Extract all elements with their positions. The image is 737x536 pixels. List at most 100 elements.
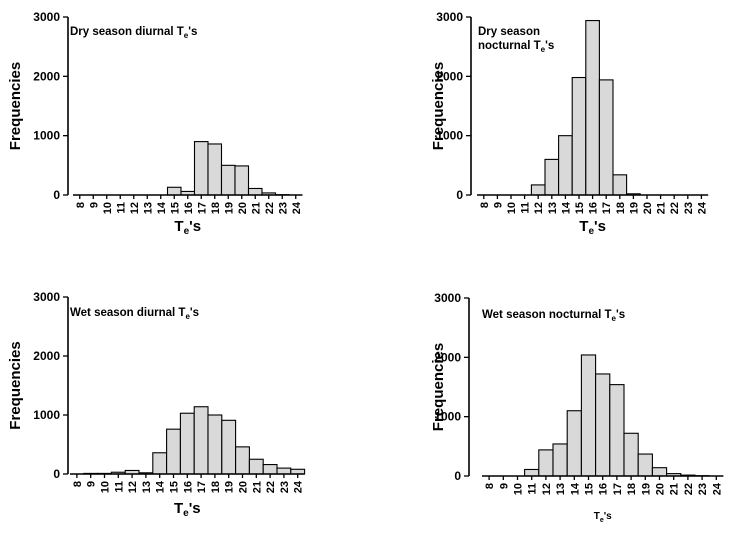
histogram-bar (194, 407, 208, 474)
histogram-bar (167, 429, 181, 474)
x-tick-label: 17 (601, 202, 613, 214)
x-tick-label: 19 (224, 481, 236, 493)
x-tick-label: 13 (142, 202, 154, 214)
x-tick-label: 22 (669, 202, 681, 214)
x-tick-label: 13 (555, 483, 567, 495)
y-tick-label: 3000 (434, 291, 461, 305)
x-tick-label: 18 (615, 202, 627, 214)
x-tick-label: 17 (196, 202, 208, 214)
x-tick-label: 10 (102, 202, 114, 214)
histogram-bar (168, 187, 182, 195)
histogram-bar (208, 144, 222, 195)
y-axis-label: Frequencies (7, 62, 24, 150)
x-tick-label: 24 (696, 201, 708, 214)
x-tick-label: 13 (141, 481, 153, 493)
histogram-bar (539, 450, 553, 476)
y-tick-label: 0 (53, 467, 60, 481)
histogram-bar (572, 78, 586, 195)
histogram-bar (599, 80, 613, 195)
chart-title: nocturnal Te's (478, 40, 554, 54)
chart-title: Wet season diurnal Te's (70, 307, 199, 321)
histogram-bar (236, 447, 250, 474)
x-tick-label: 11 (520, 202, 532, 214)
x-tick-label: 12 (541, 483, 553, 495)
x-tick-label: 21 (669, 483, 681, 495)
x-tick-label: 18 (210, 481, 222, 493)
x-tick-label: 23 (683, 202, 695, 214)
x-tick-label: 20 (655, 483, 667, 495)
x-tick-label: 10 (513, 483, 525, 495)
x-tick-label: 17 (196, 481, 208, 493)
x-tick-label: 18 (210, 202, 222, 214)
x-tick-label: 19 (640, 483, 652, 495)
y-tick-label: 3000 (33, 290, 60, 304)
x-tick-label: 20 (238, 481, 250, 493)
histogram-bar (249, 188, 263, 195)
x-tick-label: 23 (697, 483, 709, 495)
x-tick-label: 21 (251, 481, 263, 493)
histogram-bar (153, 453, 167, 474)
x-tick-label: 8 (479, 202, 491, 208)
x-tick-label: 20 (642, 202, 654, 214)
histogram-bar (613, 175, 627, 195)
y-axis-label: Frequencies (430, 343, 447, 431)
x-axis-label: Te's (174, 218, 201, 237)
x-axis-label: Te's (174, 500, 201, 519)
x-tick-label: 9 (498, 483, 510, 489)
chart-title: Wet season nocturnal Te's (482, 309, 625, 323)
x-tick-label: 15 (574, 202, 586, 214)
histogram-bar (235, 166, 249, 195)
x-tick-label: 14 (155, 480, 167, 493)
y-tick-label: 0 (456, 188, 463, 202)
histogram-bar (277, 468, 291, 474)
chart-title: Dry season (478, 26, 540, 38)
x-tick-label: 16 (588, 202, 600, 214)
histogram-bar (567, 411, 581, 476)
x-tick-label: 9 (86, 481, 98, 487)
y-axis-label: Frequencies (430, 62, 447, 150)
x-tick-label: 12 (533, 202, 545, 214)
x-tick-label: 23 (277, 202, 289, 214)
chart-title: Dry season diurnal Te's (70, 26, 197, 40)
x-tick-label: 11 (115, 202, 127, 214)
x-tick-label: 23 (279, 481, 291, 493)
x-tick-label: 8 (75, 202, 87, 208)
x-tick-label: 9 (492, 202, 504, 208)
histogram-bar (638, 454, 652, 476)
y-tick-label: 0 (454, 469, 461, 483)
x-tick-label: 13 (547, 202, 559, 214)
y-tick-label: 2000 (33, 349, 60, 363)
x-tick-label: 10 (506, 202, 518, 214)
y-tick-label: 2000 (33, 69, 60, 83)
x-tick-label: 16 (598, 483, 610, 495)
histogram-bar (553, 444, 567, 476)
x-tick-label: 21 (656, 202, 668, 214)
histogram-bar (180, 413, 194, 474)
x-tick-label: 15 (169, 202, 181, 214)
x-tick-label: 22 (264, 202, 276, 214)
histogram-bar (652, 468, 666, 476)
x-tick-label: 16 (183, 202, 195, 214)
x-tick-label: 12 (129, 202, 141, 214)
x-tick-label: 24 (291, 201, 303, 214)
x-tick-label: 24 (293, 480, 305, 493)
y-tick-label: 1000 (33, 129, 60, 143)
histogram-bar (545, 159, 559, 195)
x-tick-label: 14 (156, 201, 168, 214)
x-tick-label: 11 (527, 483, 539, 495)
histogram-bar (525, 469, 539, 476)
x-tick-label: 22 (683, 483, 695, 495)
histogram-bar (249, 459, 263, 474)
histogram-bar (222, 165, 236, 195)
histogram-bar (586, 21, 600, 195)
histogram-bar (610, 385, 624, 476)
histogram-bar (531, 185, 545, 195)
x-tick-label: 21 (250, 202, 262, 214)
x-tick-label: 12 (127, 481, 139, 493)
x-axis-label: Te's (579, 218, 606, 237)
